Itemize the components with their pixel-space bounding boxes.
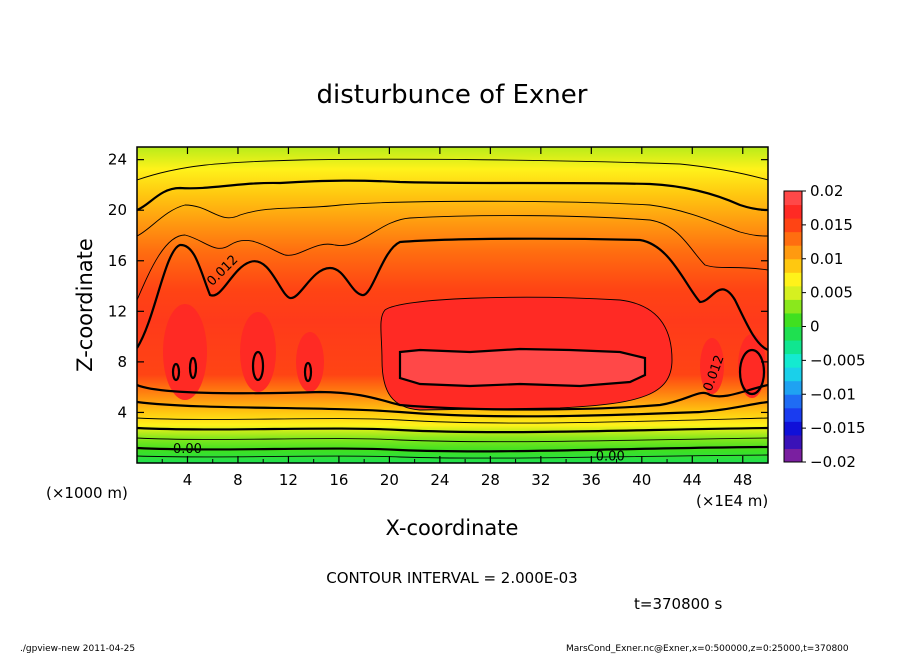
x-tick-label: 28 bbox=[481, 471, 500, 489]
x-tick-label: 48 bbox=[733, 471, 752, 489]
chart-title: disturbunce of Exner bbox=[317, 80, 588, 110]
x-tick-label: 12 bbox=[279, 471, 298, 489]
colorbar-swatch bbox=[784, 421, 802, 436]
field-region-cell-5 bbox=[738, 334, 766, 398]
colorbar-swatch bbox=[784, 258, 802, 273]
colorbar-tick-label: −0.005 bbox=[810, 351, 866, 369]
contour-interval-text: CONTOUR INTERVAL = 2.000E-03 bbox=[326, 569, 577, 587]
contour-line bbox=[137, 237, 768, 352]
field-region-cell-1 bbox=[163, 304, 207, 400]
colorbar-swatch bbox=[784, 326, 802, 341]
y-tick-label: 4 bbox=[117, 403, 127, 421]
contour-label: 0.00 bbox=[596, 449, 625, 464]
field-region-max bbox=[400, 349, 645, 386]
contour-label: 0.00 bbox=[173, 442, 202, 457]
contour-line bbox=[137, 426, 768, 434]
colorbar-swatch bbox=[784, 312, 802, 327]
x-tick-label: 24 bbox=[430, 471, 449, 489]
colorbar-swatch bbox=[784, 407, 802, 422]
thick-contours bbox=[137, 179, 768, 453]
colorbar-swatch bbox=[784, 434, 802, 449]
colorbar-tick-label: −0.01 bbox=[810, 385, 856, 403]
footer-left: ./gpview-new 2011-04-25 bbox=[20, 644, 135, 654]
contour-line bbox=[738, 348, 766, 396]
contour-line bbox=[188, 356, 198, 380]
colorbar-tick-label: 0.01 bbox=[810, 250, 843, 268]
x-unit-right: (×1E4 m) bbox=[696, 492, 768, 510]
colorbar: 0.02 0.015 0.01 0.005 0 −0.005 −0.01 −0.015 −0.0… bbox=[783, 182, 866, 471]
colorbar-swatch bbox=[784, 380, 802, 395]
colorbar-swatch bbox=[784, 272, 802, 287]
contour-line bbox=[137, 383, 768, 411]
contour-line bbox=[137, 200, 768, 237]
x-tick-label: 8 bbox=[233, 471, 243, 489]
colorbar-tick-label: 0.005 bbox=[810, 284, 853, 302]
colorbar-swatch bbox=[784, 245, 802, 260]
colorbar-swatch bbox=[784, 191, 802, 206]
contour-line bbox=[171, 362, 181, 382]
x-unit-left: (×1000 m) bbox=[46, 484, 128, 502]
x-tick-label: 16 bbox=[329, 471, 348, 489]
y-tick-label: 16 bbox=[108, 252, 127, 270]
colorbar-swatch bbox=[784, 353, 802, 368]
colorbar-swatch bbox=[784, 367, 802, 382]
x-tick-label: 20 bbox=[380, 471, 399, 489]
colorbar-swatch bbox=[784, 218, 802, 233]
y-tick-label: 24 bbox=[108, 151, 127, 169]
colorbar-tick-label: 0 bbox=[810, 318, 820, 336]
x-tick-label: 40 bbox=[632, 471, 651, 489]
colorbar-tick-label: 0.02 bbox=[810, 182, 843, 200]
x-axis-ticks: 4 8 12 16 20 24 28 32 36 40 44 48 bbox=[161, 147, 752, 489]
contour-line bbox=[398, 347, 647, 388]
thin-contours bbox=[137, 158, 768, 459]
contour-line bbox=[137, 454, 768, 459]
footer-right: MarsCond_Exner.nc@Exner,x=0:500000,z=0:2… bbox=[566, 644, 849, 654]
colorbar-swatch bbox=[784, 231, 802, 246]
colorbar-swatch bbox=[784, 299, 802, 314]
colorbar-swatch bbox=[784, 448, 802, 463]
y-tick-label: 20 bbox=[108, 201, 127, 219]
contour-line bbox=[137, 400, 768, 418]
y-tick-label: 8 bbox=[117, 353, 127, 371]
x-tick-label: 32 bbox=[531, 471, 550, 489]
y-axis-label: Z-coordinate bbox=[73, 238, 97, 372]
colorbar-swatch bbox=[784, 394, 802, 409]
colorbar-swatch bbox=[784, 285, 802, 300]
contour-line bbox=[137, 158, 768, 181]
y-tick-label: 12 bbox=[108, 302, 127, 320]
x-tick-label: 44 bbox=[683, 471, 702, 489]
contour-line bbox=[380, 296, 673, 411]
x-tick-label: 36 bbox=[582, 471, 601, 489]
time-text: t=370800 s bbox=[634, 595, 722, 613]
contour-line bbox=[137, 215, 768, 301]
colorbar-tick-label: −0.015 bbox=[810, 419, 866, 437]
colorbar-tick-label: 0.015 bbox=[810, 216, 853, 234]
colorbar-tick-label: −0.02 bbox=[810, 453, 856, 471]
x-axis-label: X-coordinate bbox=[386, 516, 519, 540]
field-region-cell-4 bbox=[700, 338, 724, 394]
y-axis-ticks: 4 8 12 16 20 24 bbox=[108, 151, 768, 421]
contour-line bbox=[137, 445, 768, 453]
field-region-cell-3 bbox=[296, 332, 324, 392]
x-tick-label: 4 bbox=[183, 471, 193, 489]
colorbar-swatch bbox=[784, 340, 802, 355]
contour-line bbox=[137, 179, 768, 212]
plot-frame bbox=[136, 146, 769, 464]
colorbar-swatch bbox=[784, 204, 802, 219]
contour-line bbox=[303, 361, 313, 383]
contour-line bbox=[137, 437, 768, 443]
contour-line bbox=[251, 350, 265, 382]
contour-line bbox=[137, 417, 768, 424]
